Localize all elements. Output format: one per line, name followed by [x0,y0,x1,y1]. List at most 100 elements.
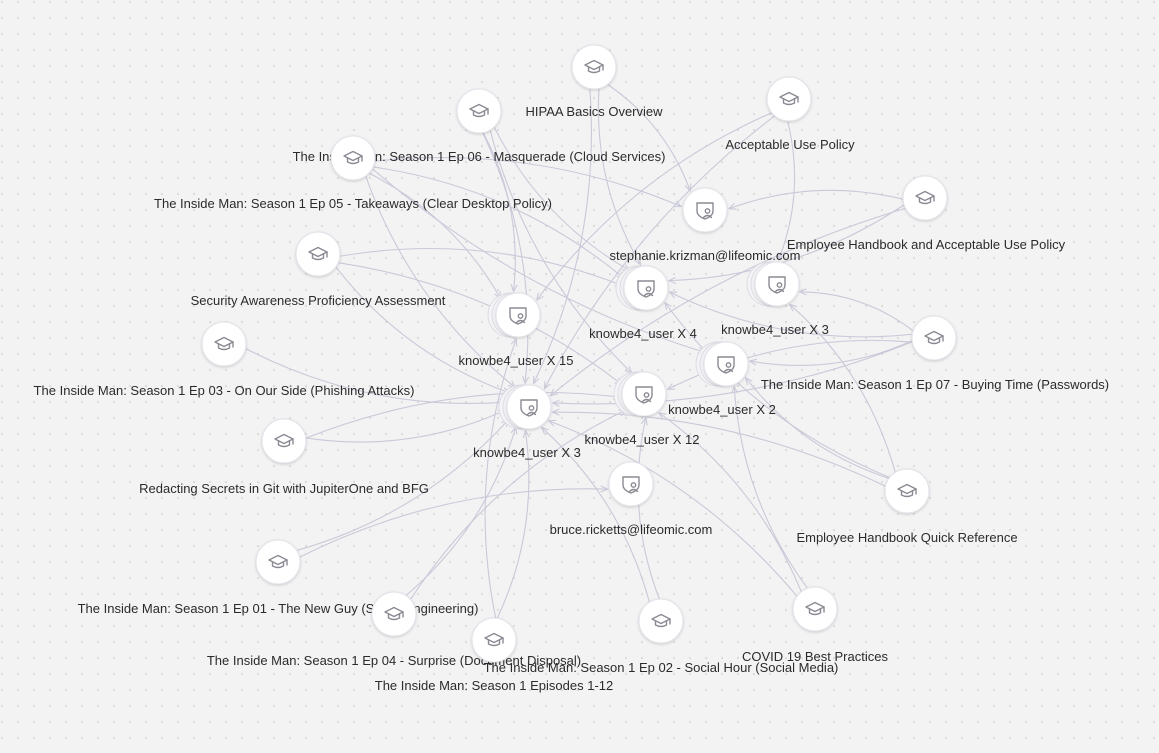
edge-ep04-to-u12 [410,410,626,600]
edge-hipaa-to-u3a [534,88,592,384]
course-node-label: The Inside Man: Season 1 Ep 07 - Buying … [761,377,1109,392]
course-node-circle[interactable] [902,175,948,221]
edge-aup-to-u3a [544,115,776,389]
edge-ep02-to-u12 [637,418,660,600]
user-node-u15[interactable]: knowbe4_user X 15 [459,292,574,368]
course-node-label: The Inside Man: Season 1 Ep 03 - On Our … [34,383,415,398]
course-node-circle[interactable] [201,321,247,367]
course-node-circle[interactable] [766,76,812,122]
user-node-u3a[interactable]: knowbe4_user X 3 [473,384,581,460]
user-node-label: knowbe4_user X 3 [473,445,581,460]
edge-ep05-to-u15 [368,172,501,298]
course-node-ep06[interactable]: The Inside Man: Season 1 Ep 06 - Masquer… [293,88,666,164]
user-node-label: knowbe4_user X 3 [721,322,829,337]
edge-ehqr-to-u2 [746,378,890,479]
course-node-circle[interactable] [884,468,930,514]
course-node-label: COVID 19 Best Practices [742,649,888,664]
edge-sapa-to-u4 [339,247,622,285]
user-node-u3b[interactable]: knowbe4_user X 3 [721,261,829,337]
edge-ep06-to-u15 [482,132,515,292]
user-node-stephanie[interactable]: stephanie.krizman@lifeomic.com [610,187,801,263]
edge-sapa-to-u12 [338,262,622,385]
edge-ep05-to-stephanie [374,157,681,207]
course-node-label: The Inside Man: Season 1 Ep 02 - Social … [484,660,839,675]
course-node-circle[interactable] [371,591,417,637]
edge-ehaup-to-u4 [669,204,905,281]
course-node-ehqr[interactable]: Employee Handbook Quick Reference [796,468,1018,545]
course-node-label: The Inside Man: Season 1 Ep 05 - Takeawa… [154,196,552,211]
edge-ep06-to-u3a [482,132,528,384]
edge-ep05-to-u3a [365,175,515,387]
edge-sapa-to-u3a [335,266,510,393]
course-node-circle[interactable] [261,418,307,464]
edge-ep07-to-u2 [750,340,913,366]
user-node-label: knowbe4_user X 15 [459,353,574,368]
course-node-circle[interactable] [911,315,957,361]
edge-ep03-to-u3a [245,347,506,403]
edge-ep06-to-u4 [493,126,629,271]
user-node-u4[interactable]: knowbe4_user X 4 [589,265,697,341]
course-node-ep02[interactable]: The Inside Man: Season 1 Ep 02 - Social … [484,598,839,675]
course-node-redact[interactable]: Redacting Secrets in Git with JupiterOne… [139,418,429,496]
course-node-circle[interactable] [471,617,517,663]
edge-ep05-to-u2 [371,168,705,353]
edge-hipaa-to-stephanie [607,83,690,191]
course-node-aup[interactable]: Acceptable Use Policy [725,76,855,152]
course-node-label: HIPAA Basics Overview [525,104,663,119]
course-node-ehaup[interactable]: Employee Handbook and Acceptable Use Pol… [787,175,1066,252]
course-node-circle[interactable] [255,539,301,585]
edge-ep07-to-u12 [668,339,913,389]
edge-ep07-to-u3b [800,292,914,332]
course-node-label: The Inside Man: Season 1 Episodes 1-12 [375,678,613,693]
course-node-circle[interactable] [295,231,341,277]
course-node-ep03[interactable]: The Inside Man: Season 1 Ep 03 - On Our … [34,321,415,398]
user-node-label: knowbe4_user X 2 [668,402,776,417]
course-node-label: Security Awareness Proficiency Assessmen… [191,293,446,308]
course-node-circle[interactable] [638,598,684,644]
edge-ep05-to-u4 [373,166,624,278]
edge-ep07-to-u4 [670,292,913,338]
course-node-circle[interactable] [792,586,838,632]
course-node-label: Redacting Secrets in Git with JupiterOne… [139,481,429,496]
edge-covid-to-u2 [734,387,808,589]
course-node-eps[interactable]: The Inside Man: Season 1 Episodes 1-12 [375,617,613,693]
edge-hipaa-to-u4 [597,88,640,264]
edge-ep02-to-u3a [542,427,650,603]
nodes-layer: HIPAA Basics Overview Acceptable Use Poli… [34,44,1109,693]
user-node-u2[interactable]: knowbe4_user X 2 [668,341,776,417]
course-node-circle[interactable] [456,88,502,134]
user-node-label: knowbe4_user X 4 [589,326,697,341]
course-node-circle[interactable] [330,135,376,181]
edge-ehaup-to-u3a [550,207,906,396]
edge-ehqr-to-u3b [790,304,896,473]
user-node-u12[interactable]: knowbe4_user X 12 [585,371,700,447]
course-node-covid[interactable]: COVID 19 Best Practices [742,586,888,664]
edge-ehqr-to-u3a [552,412,886,487]
course-node-label: The Inside Man: Season 1 Ep 06 - Masquer… [293,149,666,164]
course-node-ep07[interactable]: The Inside Man: Season 1 Ep 07 - Buying … [761,315,1109,392]
edge-aup-to-u3b [779,120,796,260]
edge-eps-to-u3a [496,431,529,619]
course-node-ep05[interactable]: The Inside Man: Season 1 Ep 05 - Takeawa… [154,135,552,211]
edge-redact-to-u3a [305,410,505,443]
edge-ep01-to-bruce [299,489,607,558]
edge-eps-to-u15 [484,339,516,619]
edge-ehqr-to-u4 [665,303,890,479]
edge-ep01-to-u3a [296,420,509,551]
edges-layer [245,83,914,619]
course-node-label: Employee Handbook Quick Reference [796,530,1017,545]
user-node-bruce[interactable]: bruce.ricketts@lifeomic.com [550,461,713,537]
user-node-label: stephanie.krizman@lifeomic.com [610,248,801,263]
edge-covid-to-u3a [549,421,798,597]
edge-aup-to-u15 [537,112,773,300]
course-node-label: Acceptable Use Policy [725,137,855,152]
edge-redact-to-u12 [305,391,620,439]
course-node-hipaa[interactable]: HIPAA Basics Overview [525,44,663,119]
course-node-circle[interactable] [571,44,617,90]
user-node-label: knowbe4_user X 12 [585,432,700,447]
course-node-sapa[interactable]: Security Awareness Proficiency Assessmen… [191,231,446,308]
course-node-label: The Inside Man: Season 1 Ep 01 - The New… [78,601,479,616]
user-node-label: bruce.ricketts@lifeomic.com [550,522,713,537]
